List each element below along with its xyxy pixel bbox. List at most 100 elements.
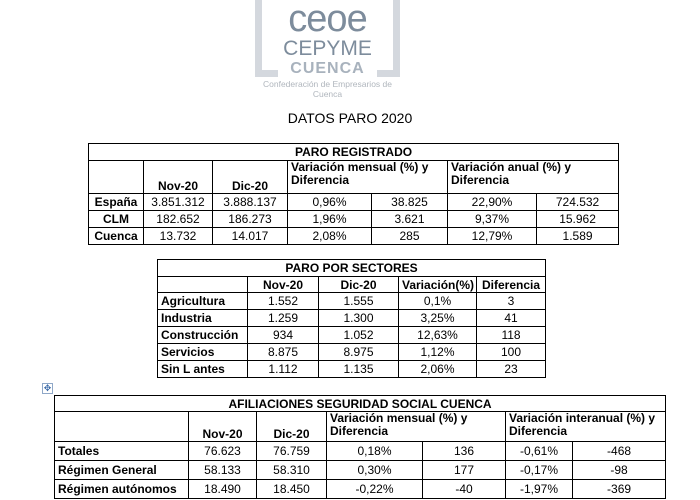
cell-value: 1.300	[318, 309, 399, 327]
cell-value: 1.112	[247, 360, 319, 378]
logo-ceoe: ceoe	[288, 0, 367, 40]
cell-value: -0,22%	[326, 479, 423, 499]
row-label: Agricultura	[157, 292, 248, 310]
table-row: Totales 76.623 76.759 0,18% 136 -0,61% -468	[54, 441, 667, 461]
cell-value: 14.017	[212, 227, 288, 245]
logo-cepyme: CEPYME	[283, 37, 372, 60]
table-title: AFILIACIONES SEGURIDAD SOCIAL CUENCA	[53, 395, 667, 412]
cell-value: 182.652	[143, 210, 213, 228]
cell-value: 0,18%	[326, 441, 423, 461]
cell-value: 724.532	[535, 193, 620, 211]
row-label: Régimen autónomos	[54, 479, 189, 499]
cell-value: 1.589	[535, 227, 620, 245]
cell-value: 1.259	[247, 309, 319, 327]
cell-value: 58.310	[256, 460, 327, 480]
paro-registrado-table: PARO REGISTRADO Nov-20 Dic-20 Variación …	[87, 143, 620, 245]
cell-value: 76.623	[188, 441, 257, 461]
table-title: PARO POR SECTORES	[156, 259, 547, 277]
table-row: España 3.851.312 3.888.137 0,96% 38.825 22,90…	[88, 193, 620, 211]
table-row: CLM 182.652 186.273 1,96% 3.621 9,37% 15.962	[88, 210, 620, 228]
cell-value: -0,61%	[505, 441, 573, 461]
logo-cuenca: CUENCA	[290, 60, 365, 77]
cell-value: 285	[371, 227, 448, 245]
cell-value: 12,79%	[447, 227, 537, 245]
cell-value: -369	[571, 479, 667, 499]
row-label: Totales	[54, 441, 189, 461]
table-row: Cuenca 13.732 14.017 2,08% 285 12,79% 1.589	[88, 227, 620, 245]
cell-value: 13.732	[143, 227, 213, 245]
cell-value: -0,17%	[505, 460, 573, 480]
row-label: España	[88, 193, 144, 211]
cell-value: 186.273	[212, 210, 288, 228]
cell-value: 38.825	[371, 193, 448, 211]
cell-value: 3.851.312	[143, 193, 213, 211]
cell-value: 41	[475, 309, 547, 327]
logo-bracket-left	[255, 0, 278, 77]
header-dic: Dic-20	[256, 411, 327, 442]
table-row: Sin L antes 1.112 1.135 2,06% 23	[157, 360, 547, 378]
row-label: Servicios	[157, 343, 248, 361]
cell-value: 1,96%	[287, 210, 372, 228]
cell-value: -1,97%	[505, 479, 573, 499]
row-label: Régimen General	[54, 460, 189, 480]
afiliaciones-table: AFILIACIONES SEGURIDAD SOCIAL CUENCA Nov…	[53, 395, 667, 499]
cell-value: 12,63%	[398, 326, 477, 344]
cell-value: 0,30%	[326, 460, 423, 480]
header-var-mensual: Variación mensual (%) y Diferencia	[287, 160, 448, 194]
cell-value: 58.133	[188, 460, 257, 480]
cell-value: -40	[422, 479, 506, 499]
table-title: PARO REGISTRADO	[87, 143, 620, 161]
header-nov: Nov-20	[188, 411, 257, 442]
cell-value: 3	[475, 292, 547, 310]
table-row: Industria 1.259 1.300 3,25% 41	[157, 309, 547, 327]
logo-tagline: Confederación de Empresarios de Cuenca	[263, 79, 392, 99]
header-dic: Dic-20	[318, 276, 399, 293]
header-nov: Nov-20	[143, 160, 213, 194]
row-label: Cuenca	[88, 227, 144, 245]
table-row: Régimen General 58.133 58.310 0,30% 177 -0,17…	[54, 460, 667, 480]
cell-value: 3.888.137	[212, 193, 288, 211]
cell-value: 0,1%	[398, 292, 477, 310]
cell-value: 1,12%	[398, 343, 477, 361]
cell-value: 8.975	[318, 343, 399, 361]
cell-value: -468	[571, 441, 667, 461]
header-var-mensual: Variación mensual (%) y Diferencia	[326, 411, 506, 442]
cell-value: 136	[422, 441, 506, 461]
cell-value: 8.875	[247, 343, 319, 361]
cell-value: 1.555	[318, 292, 399, 310]
cell-value: 1.052	[318, 326, 399, 344]
table-row: Régimen autónomos 18.490 18.450 -0,22% -40 -1…	[54, 479, 667, 499]
cell-value: 2,08%	[287, 227, 372, 245]
table-move-handle-icon[interactable]: ✥	[42, 383, 53, 394]
document-title: DATOS PARO 2020	[287, 110, 413, 126]
logo-bracket-right	[377, 0, 400, 77]
cell-value: 22,90%	[447, 193, 537, 211]
header-empty	[157, 276, 248, 293]
cell-value: 3.621	[371, 210, 448, 228]
table-row: Construcción 934 1.052 12,63% 118	[157, 326, 547, 344]
cell-value: 18.490	[188, 479, 257, 499]
header-var-interanual: Variación interanual (%) y Diferencia	[504, 411, 667, 442]
paro-sectores-table: PARO POR SECTORES Nov-20 Dic-20 Variació…	[156, 259, 547, 378]
row-label: Sin L antes	[157, 360, 248, 378]
table-row: Servicios 8.875 8.975 1,12% 100	[157, 343, 547, 361]
header-diferencia: Diferencia	[475, 276, 547, 293]
header-variacion: Variación(%)	[398, 276, 477, 293]
cell-value: -98	[571, 460, 667, 480]
row-label: Construcción	[157, 326, 248, 344]
cell-value: 15.962	[535, 210, 620, 228]
header-var-anual: Variación anual (%) y Diferencia	[446, 160, 620, 194]
cell-value: 1.135	[318, 360, 399, 378]
header-dic: Dic-20	[212, 160, 288, 194]
cell-value: 177	[422, 460, 506, 480]
cell-value: 0,96%	[287, 193, 372, 211]
cell-value: 18.450	[256, 479, 327, 499]
row-label: Industria	[157, 309, 248, 327]
cell-value: 9,37%	[447, 210, 537, 228]
header-empty	[88, 160, 144, 194]
cell-value: 3,25%	[398, 309, 477, 327]
row-label: CLM	[88, 210, 144, 228]
header-empty	[54, 411, 189, 442]
table-row: Agricultura 1.552 1.555 0,1% 3	[157, 292, 547, 310]
header-nov: Nov-20	[247, 276, 319, 293]
